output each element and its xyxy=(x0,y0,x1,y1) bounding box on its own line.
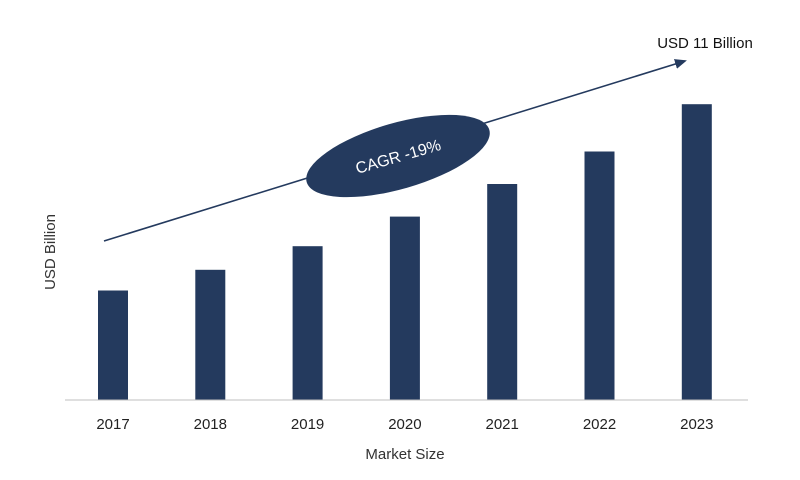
end-value-annotation: USD 11 Billion xyxy=(657,35,753,52)
bar-2023 xyxy=(681,104,712,400)
x-tick-label-2022: 2022 xyxy=(583,416,616,433)
bar-2020 xyxy=(389,216,420,400)
x-tick-label-2021: 2021 xyxy=(486,416,519,433)
x-tick-label-2023: 2023 xyxy=(680,416,713,433)
bar-2019 xyxy=(292,246,323,400)
y-axis-title: USD Billion xyxy=(42,214,59,290)
bar-2021 xyxy=(487,184,518,400)
bar-2018 xyxy=(195,269,226,400)
x-tick-label-2017: 2017 xyxy=(96,416,129,433)
bar-2017 xyxy=(98,290,128,400)
x-axis-title: Market Size xyxy=(365,446,444,463)
bar-2022 xyxy=(584,151,615,400)
cagr-ellipse xyxy=(306,114,490,198)
x-tick-label-2019: 2019 xyxy=(291,416,324,433)
x-tick-label-2018: 2018 xyxy=(194,416,227,433)
x-tick-labels: 2017 2018 2019 2020 2021 2022 2023 xyxy=(96,416,713,433)
cagr-badge: CAGR -19% xyxy=(306,114,490,198)
bars-group xyxy=(98,104,712,400)
x-tick-label-2020: 2020 xyxy=(388,416,421,433)
